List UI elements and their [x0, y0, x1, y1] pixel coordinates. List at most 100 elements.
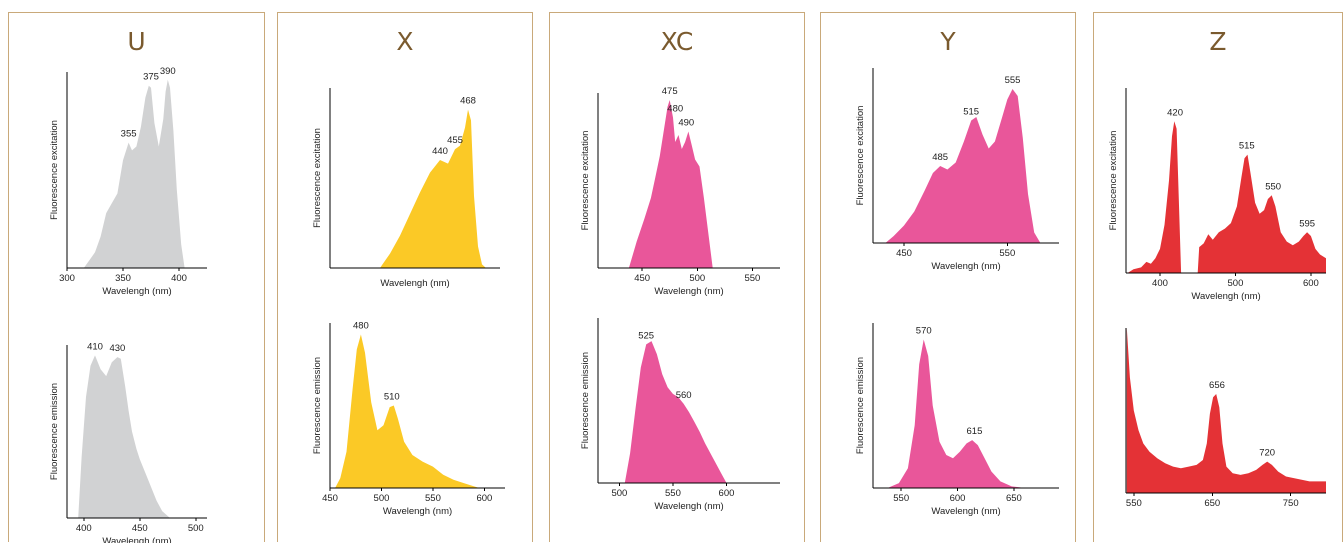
y-axis-title: Fluorescence excitation	[1108, 131, 1119, 231]
peak-label: 570	[916, 326, 932, 337]
peak-label: 390	[160, 66, 176, 77]
x-tick-label: 400	[76, 523, 92, 534]
panel-title: Z	[1209, 27, 1227, 56]
x-tick-label: 550	[744, 273, 760, 284]
peak-label: 720	[1259, 448, 1275, 459]
excitation-area	[83, 79, 185, 268]
emission-plot: 450 500 550 600 Wavelengh (nm) Fluorescence e…	[312, 321, 505, 517]
emission-area	[887, 339, 1026, 488]
emission-plot: 500 550 600 Wavelengh (nm) Fluorescence emis…	[580, 318, 780, 512]
x-axis-title: Wavelengh (nm)	[654, 286, 723, 297]
emission-area	[78, 355, 170, 518]
excitation-plot: 400 500 600 Wavelengh (nm) Fluorescence exci…	[1108, 88, 1326, 302]
excitation-area	[628, 100, 713, 268]
panel-y-plot: 450 550 Wavelengh (nm) Fluorescence excitat…	[855, 68, 1059, 517]
x-tick-label: 600	[719, 488, 735, 499]
panel-xc-plot: 450 500 550 Wavelengh (nm) Fluorescence exci…	[580, 86, 780, 512]
panel-title: U	[127, 27, 146, 56]
peak-label: 550	[1265, 181, 1281, 192]
emission-plot: 550 600 650 Wavelengh (nm) Fluorescence emis…	[855, 323, 1059, 517]
emission-plot: 400 450 500 Wavelengh (nm) Fluorescence emis…	[49, 341, 207, 543]
excitation-area	[1197, 154, 1326, 273]
x-tick-label: 550	[425, 493, 441, 504]
peak-label: 560	[676, 390, 692, 401]
peak-label: 510	[384, 392, 400, 403]
x-tick-label: 500	[611, 488, 627, 499]
x-axis-title: Wavelengh (nm)	[380, 278, 449, 289]
y-axis-title: Fluorescence excitation	[580, 131, 591, 231]
panel-title: X	[396, 27, 414, 56]
peak-label: 430	[109, 343, 125, 354]
y-axis-title: Fluorescence emission	[580, 352, 591, 449]
peak-label: 355	[121, 129, 137, 140]
excitation-area	[885, 89, 1041, 243]
peak-label: 440	[432, 146, 448, 157]
x-tick-label: 450	[896, 248, 912, 259]
peak-label: 480	[353, 321, 369, 332]
peak-label: 515	[963, 107, 979, 118]
x-tick-label: 550	[1126, 498, 1142, 509]
x-tick-label: 650	[1006, 493, 1022, 504]
excitation-plot: 450 500 550 Wavelengh (nm) Fluorescence exci…	[580, 86, 780, 297]
emission-area	[1126, 328, 1326, 493]
x-tick-label: 550	[665, 488, 681, 499]
peak-label: 375	[143, 72, 159, 83]
panel-x: X Wavelengh (nm) Fluorescence excitation 4…	[277, 12, 533, 542]
y-axis-title: Fluorescence excitation	[855, 106, 866, 206]
excitation-plot: Wavelengh (nm) Fluorescence excitation 440…	[312, 88, 500, 289]
x-tick-label: 450	[322, 493, 338, 504]
x-tick-label: 750	[1283, 498, 1299, 509]
emission-area	[624, 341, 727, 483]
panel-y: Y 450 550 Wavelengh (nm) Fluorescence excit…	[820, 12, 1076, 542]
peak-label: 455	[447, 135, 463, 146]
x-tick-label: 500	[1228, 278, 1244, 289]
x-tick-label: 350	[115, 273, 131, 284]
panel-z-plot: 400 500 600 Wavelengh (nm) Fluorescence exci…	[1108, 88, 1326, 509]
peak-label: 490	[678, 118, 694, 129]
panel-u-plot: 300 350 400 Wavelengh (nm) Fluorescence exci…	[49, 66, 207, 543]
peak-label: 485	[932, 152, 948, 163]
x-tick-label: 600	[1303, 278, 1319, 289]
x-tick-label: 450	[132, 523, 148, 534]
x-tick-label: 500	[374, 493, 390, 504]
peak-label: 525	[638, 330, 654, 341]
x-tick-label: 400	[171, 273, 187, 284]
peak-label: 420	[1167, 107, 1183, 118]
x-tick-label: 550	[893, 493, 909, 504]
x-axis-title: Wavelengh (nm)	[931, 261, 1000, 272]
panel-u: U 300 350 400 Wavelengh (nm) Fluorescence ex…	[8, 12, 265, 543]
y-axis-title: Fluorescence emission	[312, 357, 323, 454]
x-axis-title: Wavelengh (nm)	[102, 536, 171, 543]
peak-label: 555	[1005, 75, 1021, 86]
excitation-plot: 450 550 Wavelengh (nm) Fluorescence excitat…	[855, 68, 1059, 272]
peak-label: 410	[87, 341, 103, 352]
y-axis-title: Fluorescence emission	[855, 357, 866, 454]
x-tick-label: 600	[950, 493, 966, 504]
x-tick-label: 550	[999, 248, 1015, 259]
panel-x-plot: Wavelengh (nm) Fluorescence excitation 440…	[312, 88, 505, 517]
y-axis-title: Fluorescence excitation	[49, 120, 60, 220]
x-tick-label: 300	[59, 273, 75, 284]
emission-area	[335, 334, 480, 488]
x-tick-label: 650	[1204, 498, 1220, 509]
x-tick-label: 500	[188, 523, 204, 534]
y-axis-title: Fluorescence excitation	[312, 128, 323, 228]
panel-title: XC	[660, 27, 694, 56]
peak-label: 515	[1239, 141, 1255, 152]
x-tick-label: 500	[689, 273, 705, 284]
peak-label: 615	[967, 426, 983, 437]
x-axis-title: Wavelengh (nm)	[931, 506, 1000, 517]
x-axis-title: Wavelengh (nm)	[1191, 291, 1260, 302]
excitation-area	[380, 109, 486, 268]
peak-label: 475	[662, 86, 678, 97]
peak-label: 656	[1209, 380, 1225, 391]
panel-title: Y	[940, 27, 956, 56]
peak-label: 480	[667, 104, 683, 115]
panel-xc: XC 450 500 550 Wavelengh (nm) Fluorescence e…	[549, 12, 805, 542]
x-tick-label: 600	[476, 493, 492, 504]
emission-plot: 550 650 750 656 720	[1125, 328, 1326, 509]
x-axis-title: Wavelengh (nm)	[383, 506, 452, 517]
x-tick-label: 450	[634, 273, 650, 284]
peak-label: 595	[1299, 218, 1315, 229]
